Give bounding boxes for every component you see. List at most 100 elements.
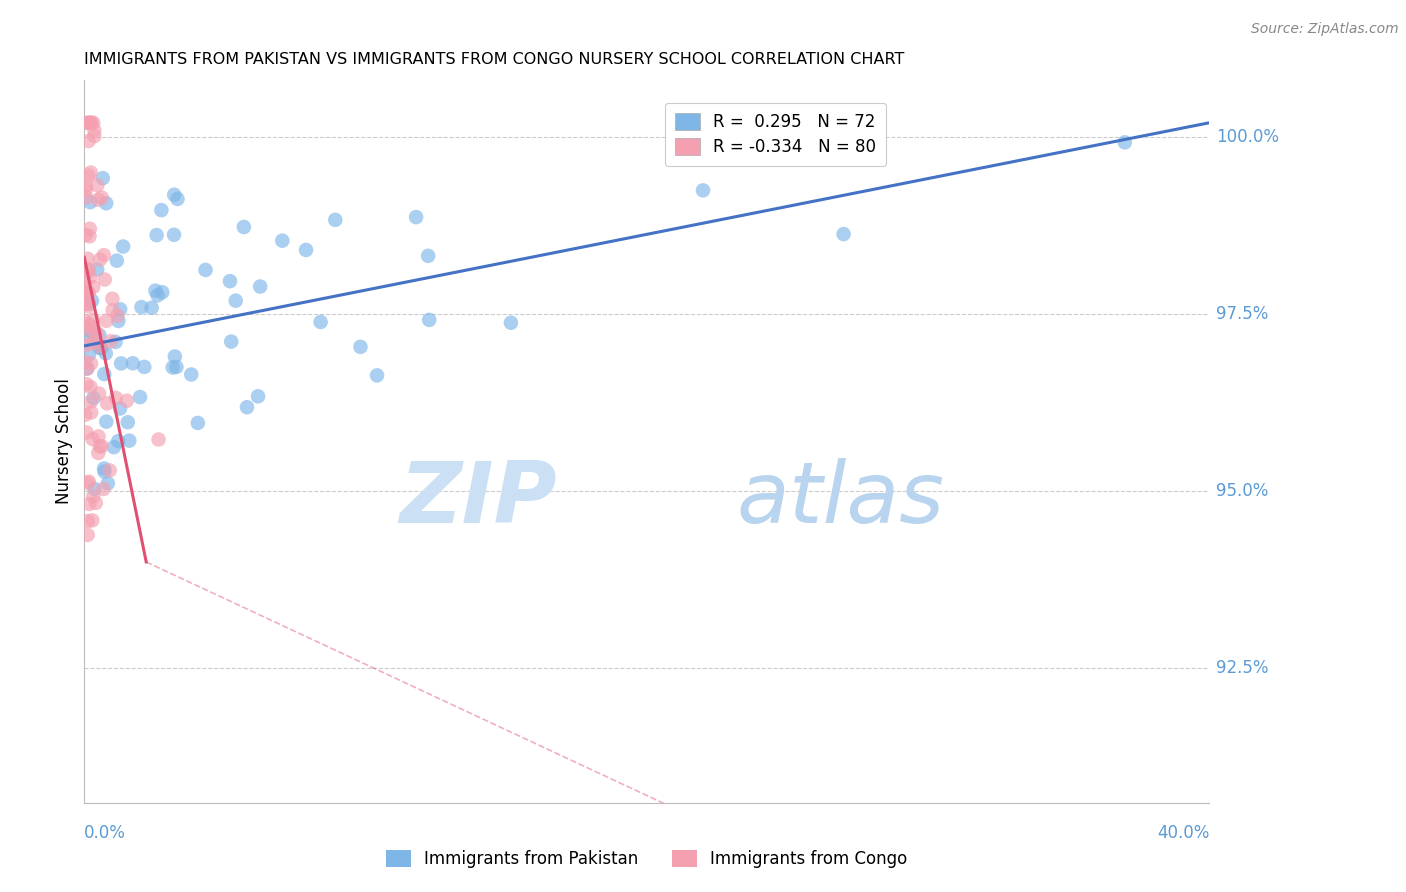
Point [108, 302, 131, 317]
Point [75, 338, 97, 352]
Point [145, 228, 167, 243]
Point [75, 297, 97, 311]
Point [77, 286, 100, 301]
Point [180, 368, 202, 382]
Point [76, 296, 98, 310]
Point [418, 313, 440, 327]
Point [93, 248, 115, 262]
Point [187, 416, 209, 430]
Point [101, 303, 124, 318]
Text: 100.0%: 100.0% [1216, 128, 1279, 146]
Point [98, 463, 121, 477]
Point [77, 134, 100, 148]
Text: 92.5%: 92.5% [1216, 659, 1268, 677]
Point [107, 314, 129, 328]
Point [107, 434, 129, 449]
Point [96, 415, 118, 429]
Point [82, 313, 104, 327]
Point [146, 288, 169, 302]
Text: ZIP: ZIP [399, 458, 557, 541]
Text: 97.5%: 97.5% [1216, 305, 1268, 323]
Point [82, 391, 104, 405]
Point [76, 514, 98, 528]
Point [87, 193, 110, 207]
Point [405, 210, 427, 224]
Point [79, 116, 101, 130]
Point [115, 393, 138, 408]
Point [76, 252, 98, 266]
Point [323, 212, 346, 227]
Point [117, 415, 139, 429]
Point [84, 325, 107, 339]
Point [79, 270, 101, 285]
Point [96, 396, 118, 410]
Point [80, 293, 103, 308]
Point [87, 446, 110, 460]
Point [77, 116, 100, 130]
Point [77, 169, 100, 183]
Point [93, 367, 115, 381]
Y-axis label: Nursery School: Nursery School [55, 378, 73, 505]
Point [366, 368, 388, 383]
Point [236, 401, 259, 415]
Point [77, 299, 100, 313]
Point [150, 285, 173, 300]
Point [86, 262, 108, 277]
Point [162, 360, 184, 375]
Point [194, 263, 217, 277]
Text: atlas: atlas [737, 458, 945, 541]
Point [80, 405, 103, 419]
Point [145, 284, 167, 298]
Point [77, 264, 100, 278]
Point [104, 334, 127, 349]
Point [163, 227, 186, 242]
Text: 95.0%: 95.0% [1216, 482, 1268, 500]
Point [83, 129, 105, 144]
Point [89, 439, 111, 453]
Point [77, 347, 100, 361]
Point [84, 328, 107, 343]
Point [499, 316, 522, 330]
Point [107, 309, 129, 323]
Point [79, 195, 101, 210]
Point [75, 425, 97, 440]
Point [692, 183, 714, 197]
Point [82, 116, 104, 130]
Point [80, 325, 103, 339]
Point [76, 528, 98, 542]
Point [93, 461, 115, 475]
Point [80, 319, 103, 334]
Point [90, 341, 112, 355]
Point [108, 401, 131, 416]
Point [84, 496, 107, 510]
Point [110, 356, 132, 370]
Point [75, 282, 97, 296]
Point [97, 476, 120, 491]
Point [93, 465, 115, 479]
Point [77, 262, 100, 277]
Text: 0.0%: 0.0% [84, 824, 127, 842]
Point [77, 296, 100, 310]
Point [87, 386, 110, 401]
Point [94, 346, 117, 360]
Point [75, 283, 97, 297]
Point [89, 252, 111, 267]
Point [80, 165, 103, 179]
Legend: Immigrants from Pakistan, Immigrants from Congo: Immigrants from Pakistan, Immigrants fro… [380, 843, 914, 875]
Point [101, 292, 124, 306]
Point [271, 234, 294, 248]
Point [82, 489, 104, 503]
Point [232, 219, 254, 234]
Point [80, 357, 103, 371]
Point [76, 333, 98, 347]
Point [75, 227, 97, 242]
Text: IMMIGRANTS FROM PAKISTAN VS IMMIGRANTS FROM CONGO NURSERY SCHOOL CORRELATION CHA: IMMIGRANTS FROM PAKISTAN VS IMMIGRANTS F… [84, 52, 904, 67]
Point [77, 475, 100, 489]
Point [118, 434, 141, 448]
Point [416, 249, 439, 263]
Point [90, 439, 112, 453]
Point [77, 475, 100, 490]
Point [129, 390, 152, 404]
Point [247, 389, 270, 403]
Point [121, 356, 143, 370]
